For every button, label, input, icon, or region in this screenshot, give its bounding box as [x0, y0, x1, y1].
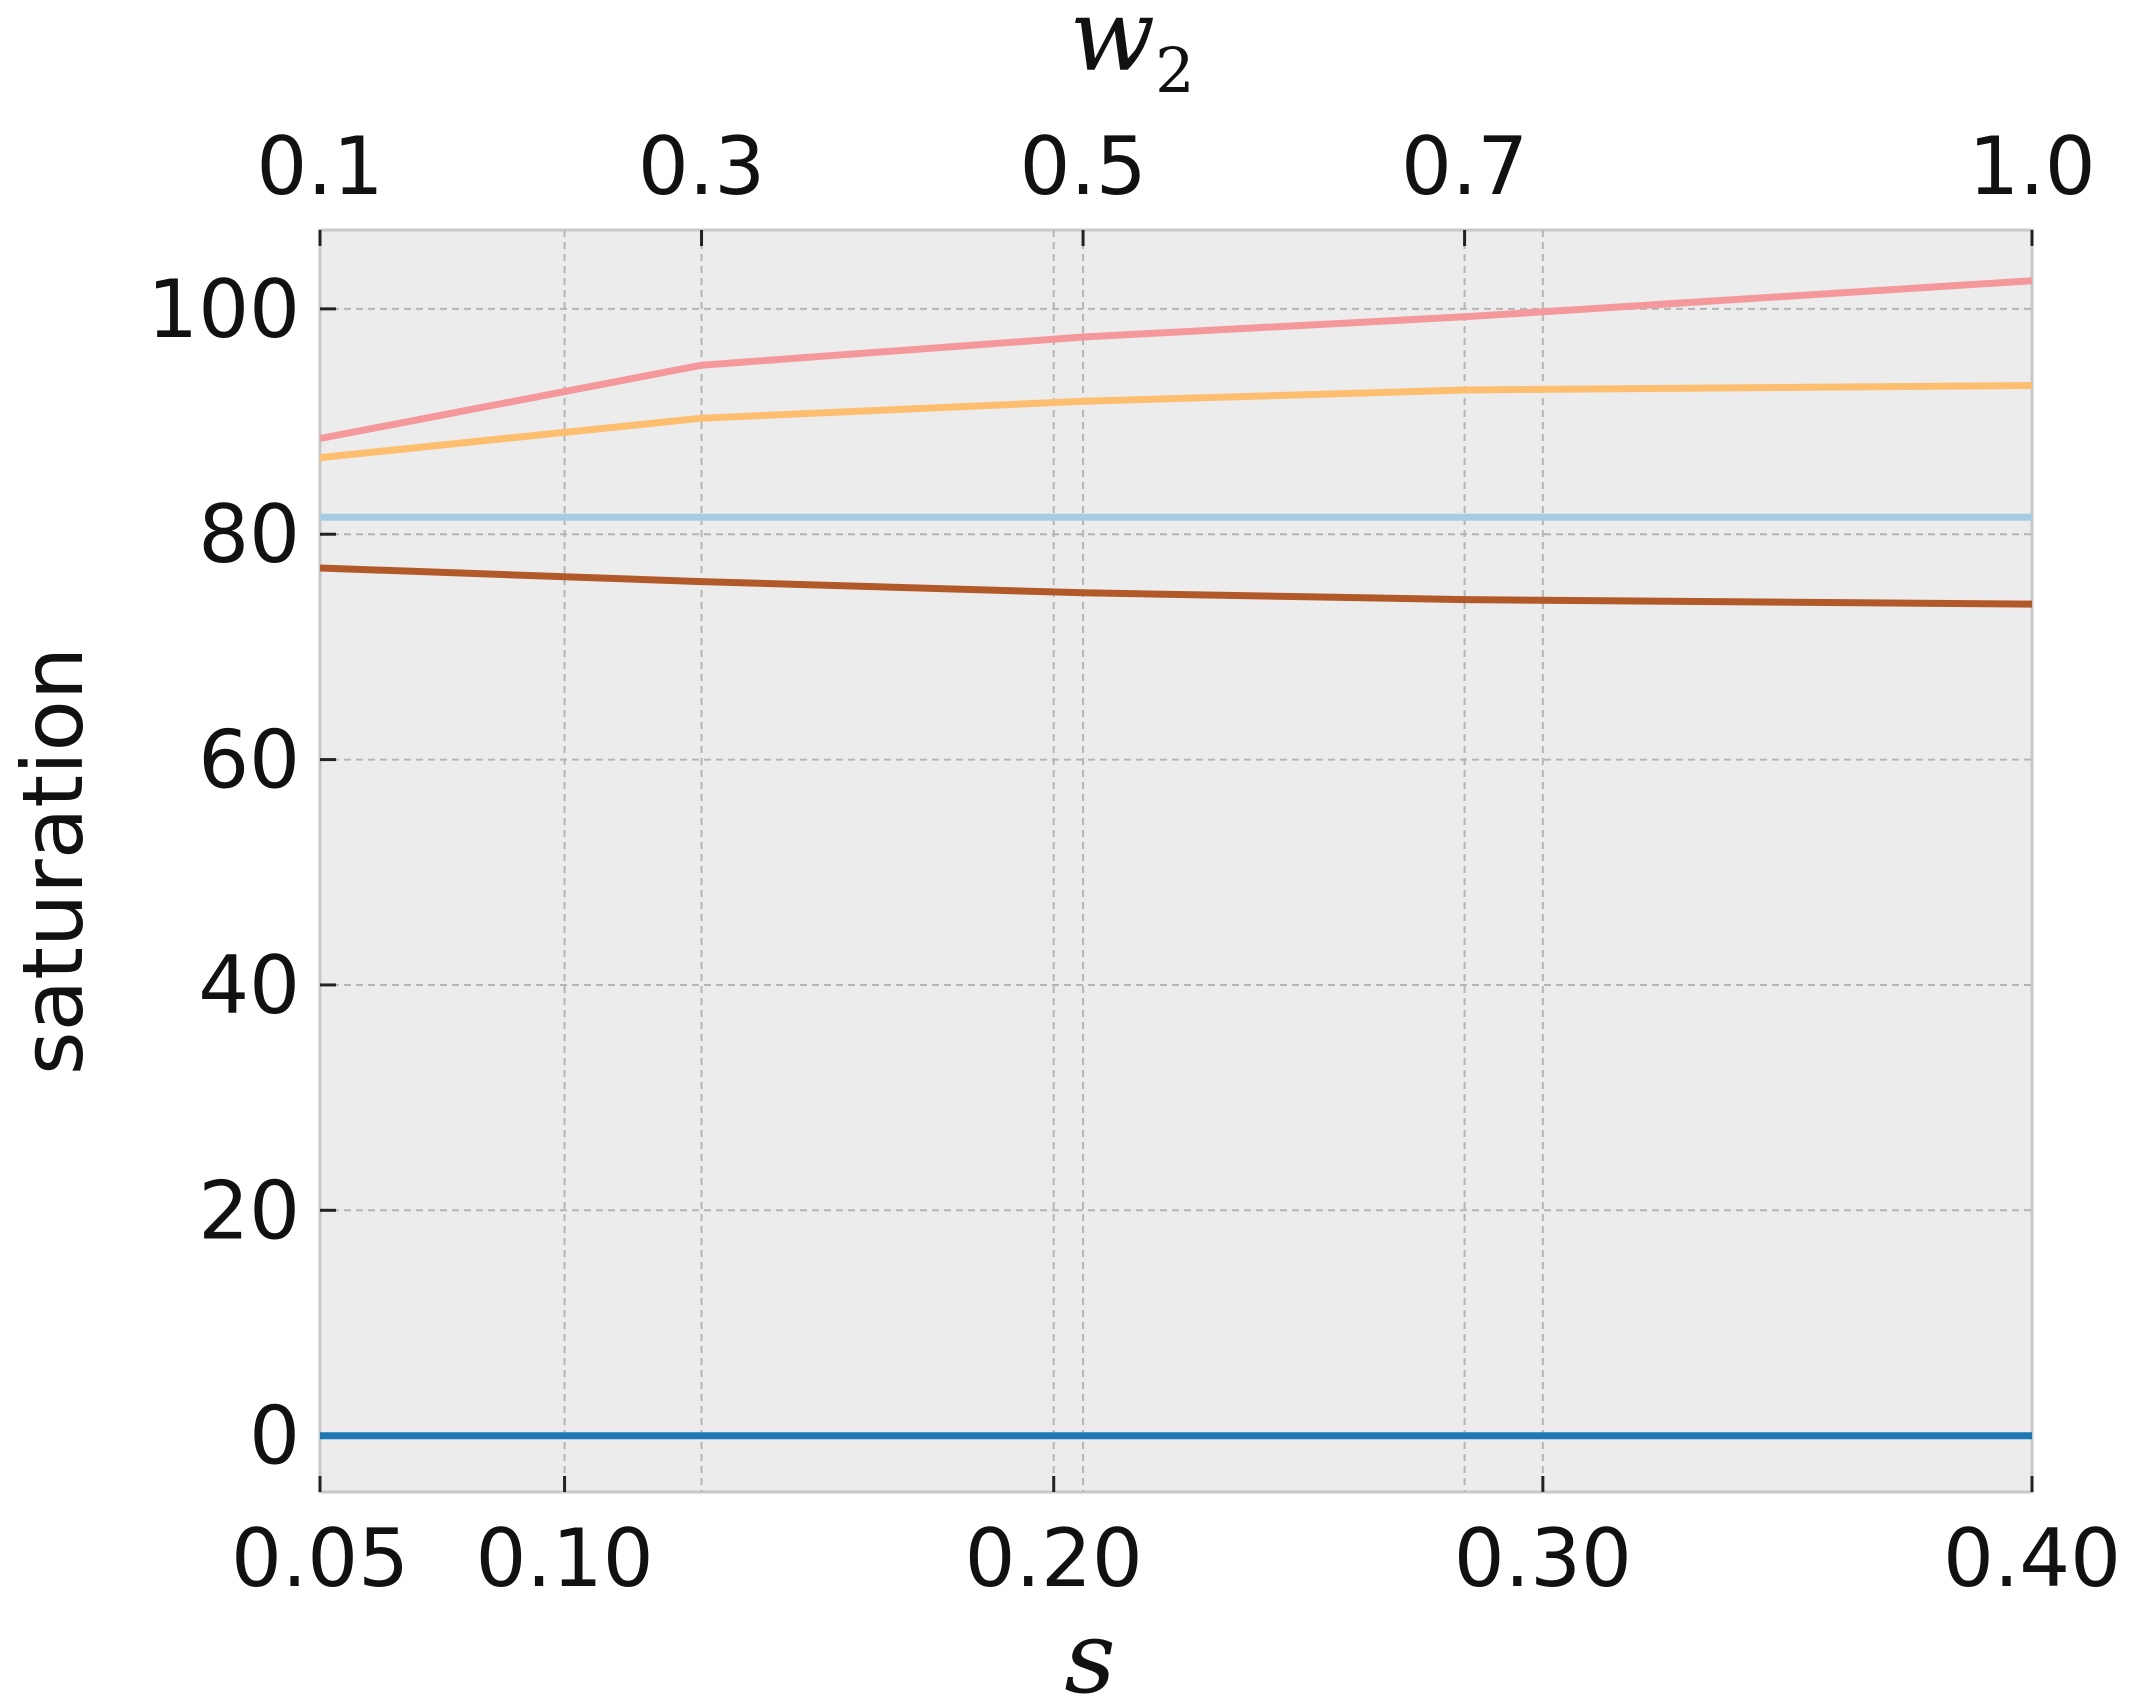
plot-area — [318, 228, 2034, 1494]
series-line-2 — [319, 382, 2033, 462]
y-tick-label: 40 — [198, 939, 300, 1032]
x-axis-title-top: w2 — [1069, 0, 1194, 107]
x-bottom-tick-label: 0.10 — [476, 1512, 654, 1605]
x-top-tick-label: 0.5 — [1019, 120, 1146, 213]
x-bottom-tick-label: 0.40 — [1943, 1512, 2121, 1605]
y-tick-label: 100 — [147, 263, 300, 356]
series-lines — [319, 277, 2033, 1440]
y-tick-label: 60 — [198, 714, 300, 807]
x-axis-title-top-subscript: 2 — [1155, 34, 1194, 107]
x-top-tick-label: 0.7 — [1401, 120, 1528, 213]
x-bottom-tick-label: 0.30 — [1454, 1512, 1632, 1605]
x-top-tick-label: 1.0 — [1968, 120, 2095, 213]
y-tick-label: 20 — [198, 1164, 300, 1257]
y-tick-label: 0 — [249, 1390, 300, 1483]
series-line-1 — [319, 277, 2033, 442]
x-bottom-tick-label: 0.05 — [231, 1512, 409, 1605]
x-top-tick-label: 0.1 — [256, 120, 383, 213]
x-bottom-tick-label: 0.20 — [965, 1512, 1143, 1605]
grid — [320, 230, 2032, 1492]
x-top-tick-label: 0.3 — [638, 120, 765, 213]
ticks — [318, 230, 2034, 1492]
x-axis-title-bottom: s — [1064, 1599, 1115, 1704]
series-line-4 — [319, 564, 2033, 608]
x-axis-title-top-base: w — [1069, 0, 1155, 94]
tick-labels: 0 20 40 60 80 100 0.05 0.10 0.20 0.30 0.40 0.1 0.3 0.… — [147, 120, 2121, 1605]
y-axis-title: saturation — [4, 647, 102, 1075]
y-tick-label: 80 — [198, 488, 300, 581]
